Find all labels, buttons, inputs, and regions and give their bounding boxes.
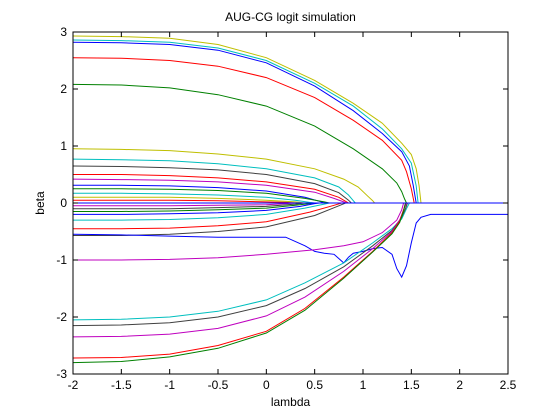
y-tick-label: -2 [56,310,67,324]
series-line-26 [72,202,508,327]
series-layer [72,35,508,364]
series-line-25 [72,202,508,321]
y-tick-label: 1 [60,139,67,153]
y-axis-label: beta [33,191,47,215]
series-line-3 [72,41,508,204]
y-tick-label: -3 [56,367,67,381]
x-tick-label: 1.5 [403,378,420,392]
chart-title: AUG-CG logit simulation [225,10,356,24]
x-tick-label: 1 [360,378,367,392]
x-tick-label: -1 [164,378,175,392]
x-tick-label: 0 [263,378,270,392]
y-axis: -3 -2 -1 0 1 2 3 [56,25,508,381]
x-tick-label: 0.5 [306,378,323,392]
x-tick-label: -1.5 [111,378,132,392]
series-line-8 [72,165,508,204]
series-line-5 [72,83,508,204]
series-line-6 [72,148,508,204]
y-tick-label: -1 [56,253,67,267]
series-line-24 [73,202,508,261]
series-line-2 [72,39,508,204]
y-tick-label: 0 [60,196,67,210]
x-tick-label: -0.5 [208,378,229,392]
x-tick-label: -2 [68,378,79,392]
series-line-1 [72,35,508,204]
y-tick-label: 3 [60,25,67,39]
series-line-23 [72,213,508,279]
series-line-11 [73,184,508,204]
series-line-10 [72,178,508,204]
series-line-7 [72,158,508,204]
series-line-4 [72,57,508,204]
x-tick-label: 2.5 [500,378,517,392]
y-tick-label: 2 [60,82,67,96]
x-axis: -2 -1.5 -1 -0.5 0 0.5 1 1.5 2 2.5 [68,32,517,392]
x-tick-label: 2 [456,378,463,392]
series-line-9 [73,174,508,204]
x-axis-label: lambda [271,395,311,409]
series-line-21 [73,202,508,230]
series-line-29 [72,202,508,364]
